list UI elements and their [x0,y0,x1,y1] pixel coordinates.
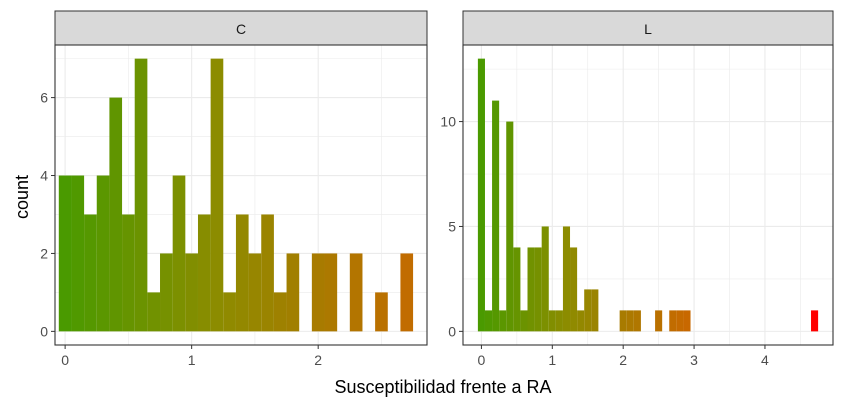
histogram-bar [122,214,135,332]
histogram-bar [499,310,507,332]
panel-border [54,44,428,346]
histogram-bar [147,292,161,332]
x-tick-label: 3 [690,352,698,368]
histogram-bar [484,310,493,332]
x-tick-label: 1 [548,352,556,368]
histogram-bar [273,292,287,332]
histogram-bar [513,247,521,332]
histogram-bar [311,253,325,332]
histogram-bar [655,310,663,332]
histogram-bar [160,253,173,332]
histogram-bar [626,310,634,332]
histogram-bar [197,214,211,332]
histogram-bar [591,289,599,332]
y-tick-label: 0 [40,323,48,339]
histogram-bar [811,310,819,332]
x-tick-label: 0 [61,352,69,368]
panel-border [462,44,834,346]
histogram-bar [492,100,500,332]
histogram-bar [534,247,542,332]
histogram-bar [185,253,198,332]
histogram-bar [633,310,641,332]
histogram-bar [676,310,684,332]
facet-strip-C [54,10,428,46]
facet-panel-L: L 0 5 10 0 1 2 3 4 [440,10,834,368]
x-tick-label: 0 [478,352,486,368]
facet-strip-label: C [236,21,246,37]
histogram-bar [562,226,571,332]
histogram-bar [570,247,578,332]
y-tick-label: 0 [448,323,456,339]
y-tick-label: 6 [40,90,48,106]
y-axis-title: count [12,175,32,219]
y-tick-label: 2 [40,245,48,261]
histogram-bar [683,310,691,332]
histogram-bar [71,175,85,332]
facet-panel-C: C 0 2 4 6 0 1 2 [40,10,428,368]
histogram-bar [477,58,485,332]
y-tick-label: 10 [440,114,456,130]
histogram-bar [555,310,563,332]
histogram-bar [506,121,514,332]
histogram-bar [375,292,388,332]
histogram-bar [520,310,528,332]
histogram-bar [324,253,338,332]
histogram-bar [669,310,677,332]
histogram-bar [84,214,97,332]
facet-strip-label: L [644,21,652,37]
histogram-bar [261,214,274,332]
histogram-bar [584,289,592,332]
histogram-bar [96,175,110,332]
histogram-bar [172,175,186,332]
histogram-bar [527,247,535,332]
y-tick-label: 5 [448,218,456,234]
histogram-bar [400,253,414,332]
histogram-bar [548,310,556,332]
histogram-bar [58,175,72,332]
x-tick-label: 1 [188,352,196,368]
histogram-bar [248,253,262,332]
histogram-bar [210,58,224,332]
x-tick-label: 4 [761,352,769,368]
histogram-bar [286,253,300,332]
panel-background [463,45,833,345]
facet-strip-L [462,10,834,46]
histogram-bar [109,97,123,332]
y-tick-label: 4 [40,168,48,184]
histogram-bar [134,58,148,332]
x-tick-label: 2 [619,352,627,368]
histogram-bar [619,310,627,332]
histogram-bar [235,214,249,332]
histogram-bar [541,226,549,332]
x-axis-title: Susceptibilidad frente a RA [334,377,551,397]
histogram-bar [349,253,363,332]
histogram-bar [223,292,236,332]
x-tick-label: 2 [314,352,322,368]
histogram-bar [577,310,585,332]
